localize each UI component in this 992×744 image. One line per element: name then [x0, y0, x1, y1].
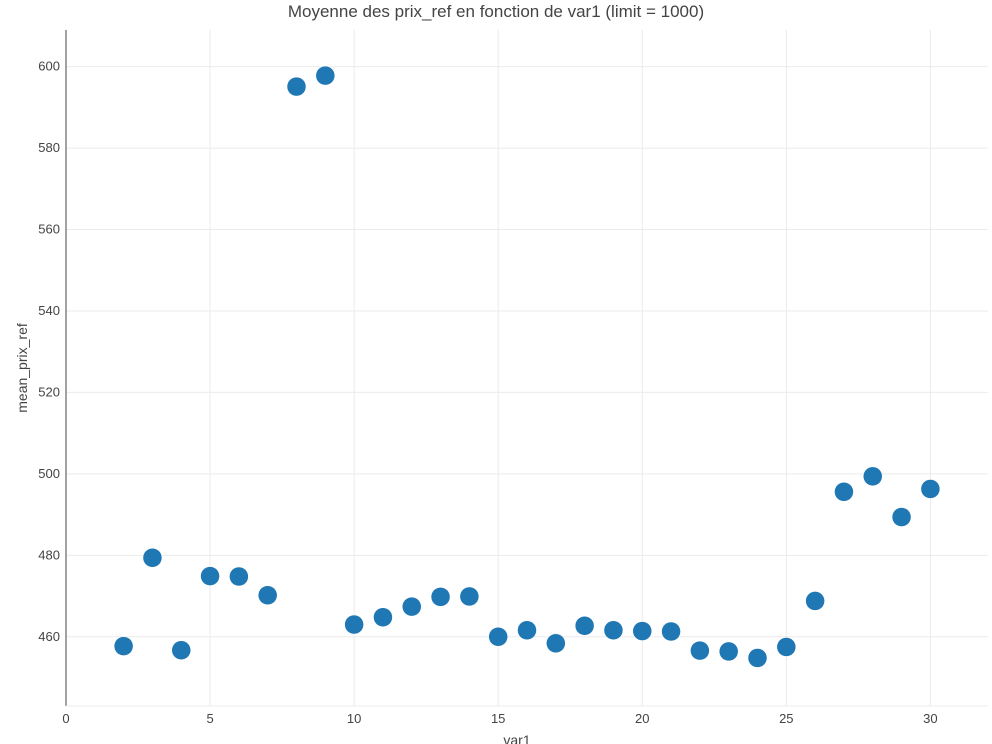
data-point: [315, 65, 336, 86]
data-point: [690, 640, 710, 661]
data-point: [488, 627, 508, 647]
data-point: [863, 466, 883, 487]
data-point: [344, 614, 364, 635]
y-tick-label: 600: [38, 59, 60, 74]
x-tick-label: 25: [779, 711, 793, 726]
x-axis-title: var1: [503, 732, 530, 744]
x-tick-label: 20: [635, 711, 649, 726]
data-point: [257, 585, 278, 605]
data-point: [718, 641, 739, 662]
x-tick-label: 15: [491, 711, 505, 726]
y-tick-label: 560: [38, 222, 60, 237]
chart-title: Moyenne des prix_ref en fonction de var1…: [287, 2, 705, 21]
data-point: [373, 607, 393, 627]
data-point: [805, 591, 825, 611]
data-point: [574, 616, 595, 636]
y-tick-label: 500: [38, 466, 60, 481]
data-point: [632, 621, 652, 641]
y-tick-label: 580: [38, 140, 60, 155]
y-tick-label: 460: [38, 629, 60, 644]
data-point: [171, 640, 191, 660]
y-tick-label: 520: [38, 384, 60, 399]
y-tick-label: 540: [38, 303, 60, 318]
data-point: [229, 566, 249, 587]
data-point: [402, 596, 422, 617]
data-point: [459, 586, 480, 607]
data-point: [200, 566, 220, 586]
data-point: [142, 548, 163, 568]
data-point: [920, 479, 941, 499]
data-point: [517, 620, 537, 641]
x-tick-label: 30: [923, 711, 937, 726]
y-axis-title: mean_prix_ref: [14, 323, 30, 413]
x-tick-label: 5: [206, 711, 213, 726]
data-point: [603, 620, 624, 641]
data-point: [834, 482, 854, 502]
x-tick-label: 0: [62, 711, 69, 726]
x-tick-label: 10: [347, 711, 361, 726]
data-point: [776, 637, 797, 657]
data-point: [661, 621, 681, 642]
data-point: [891, 507, 912, 527]
data-point: [113, 636, 134, 656]
data-point: [286, 76, 307, 97]
data-point: [747, 648, 768, 668]
data-point: [430, 587, 451, 607]
y-tick-label: 480: [38, 547, 60, 562]
data-point: [546, 633, 566, 654]
